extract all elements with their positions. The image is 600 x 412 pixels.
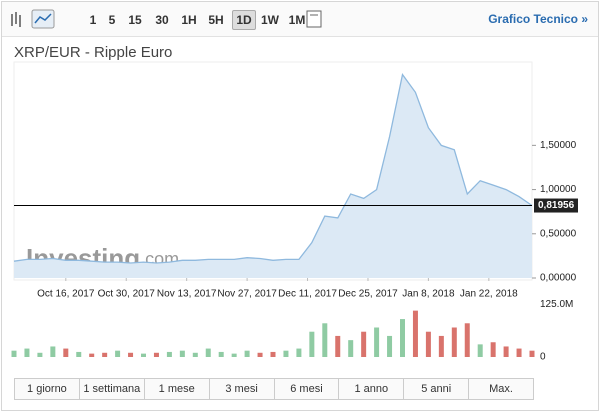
period-button[interactable]: 6 mesi — [274, 379, 340, 399]
x-tick-label: Jan 8, 2018 — [402, 289, 455, 300]
interval-button[interactable]: 1H — [181, 13, 197, 27]
volume-bar — [50, 346, 56, 357]
period-button[interactable]: Max. — [469, 379, 533, 399]
volume-bar — [153, 352, 159, 357]
volume-tick-label: 0 — [540, 352, 546, 363]
technical-chart-link[interactable]: Grafico Tecnico » — [488, 12, 588, 26]
volume-bar — [24, 348, 30, 357]
volume-bar — [361, 331, 367, 357]
volume-bar — [244, 350, 250, 357]
x-tick-label: Nov 13, 2017 — [157, 289, 217, 300]
volume-bar — [464, 323, 470, 357]
volume-bar — [425, 331, 431, 357]
x-tick-label: Oct 16, 2017 — [37, 289, 95, 300]
interval-button[interactable]: 1 — [89, 13, 97, 27]
volume-bar — [257, 352, 263, 357]
volume-bar — [490, 342, 496, 357]
price-area — [14, 74, 532, 278]
volume-bar — [141, 353, 146, 357]
period-button[interactable]: 1 anno — [339, 379, 405, 399]
volume-bar — [322, 323, 328, 357]
volume-bar — [270, 351, 276, 357]
volume-bar — [400, 319, 405, 357]
volume-bar — [348, 340, 354, 357]
volume-bar — [11, 350, 17, 357]
chart-style-icons — [11, 9, 55, 29]
period-selector: 1 giorno 1 settimana 1 mese 3 mesi 6 mesi 1 a… — [14, 378, 534, 400]
volume-bar — [477, 344, 483, 357]
chart-title: XRP/EUR - Ripple Euro — [14, 44, 173, 61]
volume-tick-label: 125.0M — [540, 299, 573, 310]
y-tick-label: 1,50000 — [540, 140, 577, 151]
volume-bar — [128, 352, 134, 357]
plot-frame — [13, 61, 533, 281]
volume-bar — [296, 348, 302, 357]
volume-bar — [451, 327, 457, 357]
interval-button[interactable]: 1D — [232, 10, 256, 30]
interval-button[interactable]: 1M — [288, 13, 306, 27]
interval-button[interactable]: 1W — [261, 13, 279, 27]
volume-bar — [218, 351, 224, 357]
toolbar: 1 5 15 30 1H 5H 1D 1W 1M Grafico Tecnico » — [2, 2, 598, 37]
period-button[interactable]: 1 settimana — [79, 379, 145, 399]
volume-bar — [412, 310, 418, 357]
x-tick-label: Jan 22, 2018 — [460, 289, 518, 300]
volume-bar — [76, 351, 82, 357]
x-tick-label: Dec 25, 2017 — [338, 289, 398, 300]
volume-bar — [374, 327, 380, 357]
interval-button[interactable]: 30 — [155, 13, 169, 27]
volume-bar — [309, 331, 315, 357]
period-button[interactable]: 5 anni — [404, 379, 470, 399]
volume-bar — [503, 346, 509, 357]
volume-bar — [283, 350, 289, 357]
volume-bar — [37, 352, 43, 357]
period-button[interactable]: 1 giorno — [15, 379, 80, 399]
volume-bar — [335, 335, 341, 357]
y-tick-label: 1,00000 — [540, 184, 577, 195]
volume-bar — [231, 353, 237, 357]
x-tick-label: Oct 30, 2017 — [98, 289, 156, 300]
last-price-box — [534, 198, 578, 213]
last-price-label: 0,81956 — [538, 200, 575, 211]
period-button[interactable]: 1 mese — [144, 379, 210, 399]
interval-button[interactable]: 5 — [108, 13, 116, 27]
volume-bar — [205, 348, 211, 357]
volume-bar — [166, 351, 172, 357]
volume-bar — [192, 352, 198, 357]
chart: Investing.com 0,000000,500001,000001,500… — [11, 61, 578, 363]
volume-bar — [516, 348, 522, 357]
price-line — [13, 73, 533, 264]
volume-bar — [179, 350, 185, 357]
x-tick-label: Nov 27, 2017 — [217, 289, 277, 300]
volume-bar — [89, 353, 95, 357]
period-button[interactable]: 3 mesi — [209, 379, 275, 399]
volume-bar — [438, 335, 444, 357]
interval-button[interactable]: 5H — [208, 13, 224, 27]
x-tick-label: Dec 11, 2017 — [278, 289, 337, 300]
y-tick-label: 0,50000 — [540, 228, 577, 239]
volume-bar — [63, 348, 69, 357]
y-tick-label: 0,00000 — [540, 273, 577, 284]
volume-bar — [529, 350, 535, 357]
settings-icon[interactable] — [298, 2, 600, 36]
interval-button[interactable]: 15 — [128, 13, 142, 27]
volume-bar — [115, 350, 121, 357]
volume-bar — [102, 352, 108, 357]
volume-bar — [387, 335, 393, 357]
